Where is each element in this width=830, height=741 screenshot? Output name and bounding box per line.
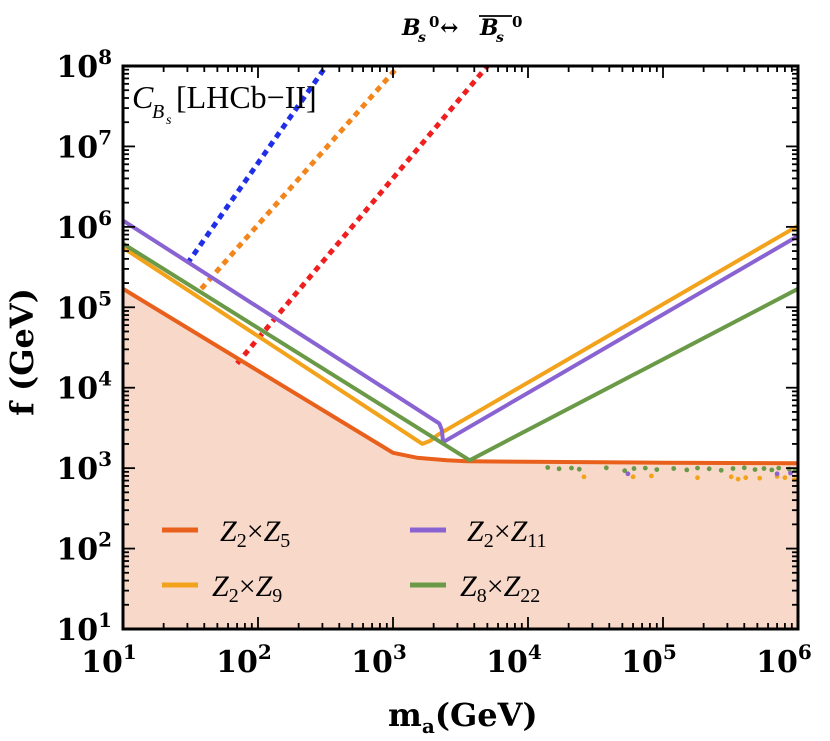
plot-border — [121, 64, 800, 631]
scatter-point — [769, 467, 775, 473]
legend-item-z8xz22: Z8×Z22 — [410, 570, 540, 607]
scatter-point — [788, 470, 793, 476]
tick-labels: 101 102 103 104 105 106 101 102 103 104 105 106 107 1… — [56, 45, 812, 680]
scatter-point — [631, 466, 637, 471]
dotted-line-2 — [235, 64, 490, 366]
axis-ticks — [122, 66, 799, 630]
x-axis-label: ma(GeV) — [388, 696, 538, 738]
y-tick-label: 107 — [56, 125, 112, 165]
scatter-point — [642, 465, 648, 471]
scatter-point — [774, 471, 780, 477]
x-axis-label-text: ma(GeV) — [388, 696, 538, 738]
scatter-point — [603, 465, 609, 471]
scatter-point — [545, 465, 551, 470]
x-tick-label: 104 — [486, 640, 542, 680]
title-b-sub: s — [418, 30, 426, 46]
legend: Z2×Z5 Z2×Z9 Z2×Z11 Z8×Z22 — [162, 515, 547, 607]
inset-label: C B s [LHCb−II] — [132, 79, 317, 128]
scatter-point — [752, 467, 758, 472]
x-tick-label: 102 — [216, 640, 272, 680]
scatter-point — [695, 465, 700, 471]
shaded-region-area — [123, 288, 798, 629]
x-tick-label: 105 — [621, 640, 677, 680]
series-line-z8xz22 — [121, 241, 799, 463]
scatter-point — [576, 466, 582, 472]
scatter-point — [782, 475, 788, 481]
x-tick-label: 106 — [756, 640, 812, 680]
shaded-excluded-region — [123, 288, 798, 629]
scatter-point — [671, 466, 677, 471]
y-tick-label: 103 — [56, 447, 112, 487]
scatter-point — [630, 474, 636, 480]
y-tick-label: 102 — [56, 528, 112, 568]
legend-item-z2xz9: Z2×Z9 — [162, 570, 282, 607]
scatter-point — [569, 465, 574, 471]
scatter-points — [545, 465, 798, 482]
scatter-point — [741, 465, 747, 471]
scatter-point — [728, 474, 734, 480]
scatter-point — [718, 467, 724, 473]
title-b: B — [401, 15, 421, 41]
title-bbar-sup: 0 — [512, 13, 522, 31]
y-tick-label: 108 — [56, 45, 112, 85]
title-b-sup: 0 — [429, 13, 439, 31]
y-tick-label: 105 — [56, 286, 112, 326]
scatter-point — [761, 466, 767, 471]
scatter-point — [556, 466, 562, 472]
series-line-z2xz5 — [121, 287, 799, 466]
dotted-line-0 — [185, 64, 329, 265]
dotted-lines — [185, 64, 490, 366]
scatter-point — [684, 467, 690, 473]
legend-label: Z2×Z11 — [467, 515, 547, 552]
chart-title: B s 0 ↔ B s 0 — [401, 13, 522, 46]
series-line-z2xz11 — [121, 218, 800, 445]
y-axis-label: f (GeV) — [3, 288, 41, 416]
y-tick-label: 101 — [56, 608, 112, 648]
series-line-z2xz9 — [121, 224, 800, 446]
title-bbar: B — [479, 15, 499, 41]
series-lines — [121, 218, 800, 466]
scatter-point — [743, 475, 749, 481]
scatter-point — [622, 468, 628, 474]
x-tick-label: 103 — [351, 640, 407, 680]
scatter-point — [757, 475, 763, 481]
inset-label-s: s — [166, 113, 172, 128]
inset-label-text: [LHCb−II] — [176, 79, 317, 115]
scatter-point — [581, 474, 587, 480]
scatter-point — [735, 476, 741, 482]
scatter-point — [654, 467, 660, 472]
scatter-point — [776, 465, 782, 471]
inset-label-b: B — [152, 101, 164, 123]
legend-item-z2xz11: Z2×Z11 — [410, 515, 547, 552]
scatter-point — [625, 471, 631, 477]
scatter-point — [695, 475, 700, 481]
scatter-point — [706, 466, 712, 472]
y-tick-label: 104 — [56, 367, 112, 407]
scatter-point — [730, 466, 736, 471]
legend-label: Z8×Z22 — [460, 570, 540, 607]
legend-label: Z2×Z9 — [212, 570, 282, 607]
title-arrow: ↔ — [440, 15, 458, 41]
plot-frame — [121, 64, 800, 631]
dotted-line-1 — [199, 64, 401, 291]
title-bbar-sub: s — [496, 30, 504, 46]
x-tick-label: 101 — [81, 640, 137, 680]
scatter-point — [649, 473, 654, 479]
inset-label-c: C — [132, 79, 154, 115]
legend-label: Z2×Z5 — [220, 515, 290, 552]
legend-item-z2xz5: Z2×Z5 — [162, 515, 290, 552]
y-tick-label: 106 — [56, 206, 112, 246]
